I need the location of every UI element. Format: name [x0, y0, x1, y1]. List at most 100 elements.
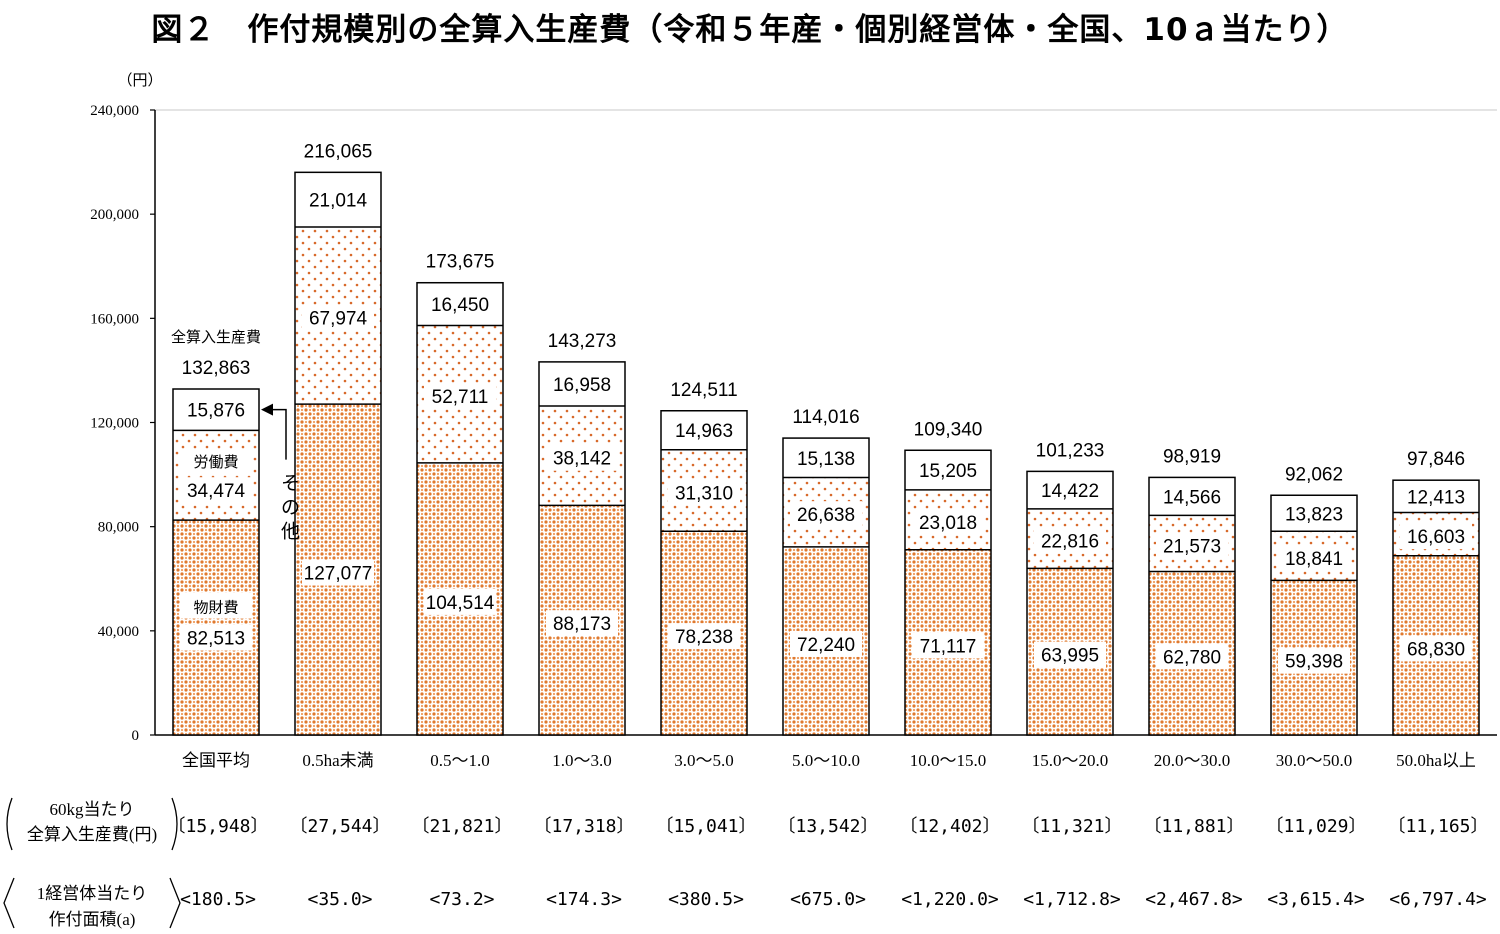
label-backing: [546, 444, 618, 471]
material-value-label: 59,398: [1285, 652, 1343, 673]
label-backing: [1034, 527, 1106, 554]
total-value-label: 132,863: [182, 358, 251, 379]
material-value-label: 63,995: [1041, 646, 1099, 667]
label-backing: [424, 383, 496, 410]
y-tick-label: 120,000: [90, 416, 139, 432]
label-backing: [1278, 544, 1350, 571]
label-backing: [912, 508, 984, 535]
material-value-label: 68,830: [1407, 639, 1465, 660]
other-value-label: 12,413: [1407, 487, 1465, 508]
planted-area-value: <35.0>: [307, 889, 372, 910]
label-backing: [668, 623, 740, 650]
bar-other: [783, 438, 869, 478]
other-value-label: 13,823: [1285, 504, 1343, 525]
material-value-label: 88,173: [553, 614, 611, 635]
total-value-label: 92,062: [1285, 464, 1343, 485]
planted-area-value: <1,712.8>: [1023, 889, 1121, 910]
label-backing: [1278, 647, 1350, 674]
x-category-label: 1.0～3.0: [552, 751, 612, 770]
other-value-label: 14,422: [1041, 481, 1099, 502]
x-category-label: 20.0～30.0: [1154, 751, 1231, 770]
total-value-label: 101,233: [1036, 440, 1105, 461]
bar-outline: [294, 171, 382, 736]
labor-value-label: 31,310: [675, 483, 733, 504]
bar-other: [1027, 471, 1113, 509]
material-series-name: 物財費: [193, 599, 238, 617]
total-series-name: 全算入生産費: [171, 328, 261, 346]
x-category-label: 5.0～10.0: [792, 751, 860, 770]
y-tick-label: 40,000: [98, 624, 139, 640]
total-value-label: 98,919: [1163, 446, 1221, 467]
y-tick-label: 200,000: [90, 207, 139, 223]
bar-outline: [904, 449, 992, 736]
bar-other: [417, 282, 503, 326]
labor-value-label: 26,638: [797, 505, 855, 526]
label-backing: [912, 632, 984, 659]
planted-area-value: <1,220.0>: [901, 889, 999, 910]
material-value-label: 62,780: [1163, 647, 1221, 668]
labor-value-label: 34,474: [187, 481, 246, 502]
planted-area-value: <3,615.4>: [1267, 889, 1365, 910]
bar-other: [295, 172, 381, 228]
y-tick-label: 160,000: [90, 311, 139, 327]
labor-value-label: 38,142: [553, 449, 611, 470]
labor-value-label: 23,018: [919, 513, 977, 534]
other-value-label: 14,963: [675, 421, 733, 442]
other-series-name-1: そ: [281, 474, 300, 495]
cost-per-60kg-value: 〔15,041〕: [655, 816, 756, 837]
cost-per-60kg-value: 〔15,948〕: [167, 816, 268, 837]
other-series-name-2: の: [281, 498, 300, 519]
row1-label-line1: 60kg当たり: [50, 800, 135, 819]
annotation-arrowhead: [261, 403, 273, 416]
label-backing: [790, 630, 862, 657]
label-backing: [302, 304, 374, 331]
labor-value-label: 67,974: [309, 309, 368, 330]
bar-other: [1271, 495, 1357, 532]
row1-bracket-left: [6, 797, 13, 851]
bar-other: [173, 389, 259, 431]
cost-per-60kg-value: 〔13,542〕: [777, 816, 878, 837]
x-category-label: 10.0～15.0: [910, 751, 987, 770]
y-tick-label: 80,000: [98, 520, 139, 536]
label-backing: [1400, 523, 1472, 550]
cost-per-60kg-value: 〔21,821〕: [411, 816, 512, 837]
bar-outline: [1270, 494, 1358, 736]
other-value-label: 15,138: [797, 449, 855, 470]
labor-series-name: 労働費: [193, 453, 238, 471]
row2-label-line2: 作付面積(a): [49, 910, 136, 929]
bar-other: [1393, 480, 1479, 513]
bar-outline: [660, 410, 748, 736]
label-backing: [1156, 532, 1228, 559]
label-backing: [302, 559, 374, 586]
cost-per-60kg-value: 〔11,165〕: [1387, 816, 1488, 837]
cost-per-60kg-value: 〔17,318〕: [533, 816, 634, 837]
bar-outline: [1148, 476, 1236, 736]
other-value-label: 15,205: [919, 461, 977, 482]
row1-label-line2: 全算入生産費(円): [27, 825, 157, 844]
material-value-label: 82,513: [187, 629, 245, 650]
bar-other: [1149, 477, 1235, 516]
planted-area-value: <6,797.4>: [1389, 889, 1487, 910]
label-backing: [1034, 641, 1106, 668]
labor-value-label: 21,573: [1163, 536, 1221, 557]
chart-title: 図２ 作付規模別の全算入生産費（令和５年産・個別経営体・全国、10ａ当たり）: [151, 12, 1349, 48]
cost-per-60kg-value: 〔11,029〕: [1265, 816, 1366, 837]
total-value-label: 173,675: [426, 252, 495, 273]
bar-outline: [782, 437, 870, 736]
bar-outline: [1026, 470, 1114, 736]
bar-other: [661, 410, 747, 450]
label-backing: [1400, 635, 1472, 662]
x-category-label: 30.0～50.0: [1276, 751, 1353, 770]
planted-area-value: <174.3>: [546, 889, 622, 910]
material-value-label: 127,077: [304, 564, 373, 585]
x-category-label: 50.0ha以上: [1396, 751, 1476, 770]
bar-other: [539, 361, 625, 407]
row1-bracket-right: [171, 797, 178, 851]
x-category-label: 0.5ha未満: [302, 751, 373, 770]
other-series-name-3: 他: [281, 521, 300, 543]
labor-value-label: 52,711: [432, 387, 489, 408]
labor-value-label: 22,816: [1041, 532, 1099, 553]
annotation-arrow-line: [269, 408, 287, 460]
label-backing: [180, 449, 252, 474]
